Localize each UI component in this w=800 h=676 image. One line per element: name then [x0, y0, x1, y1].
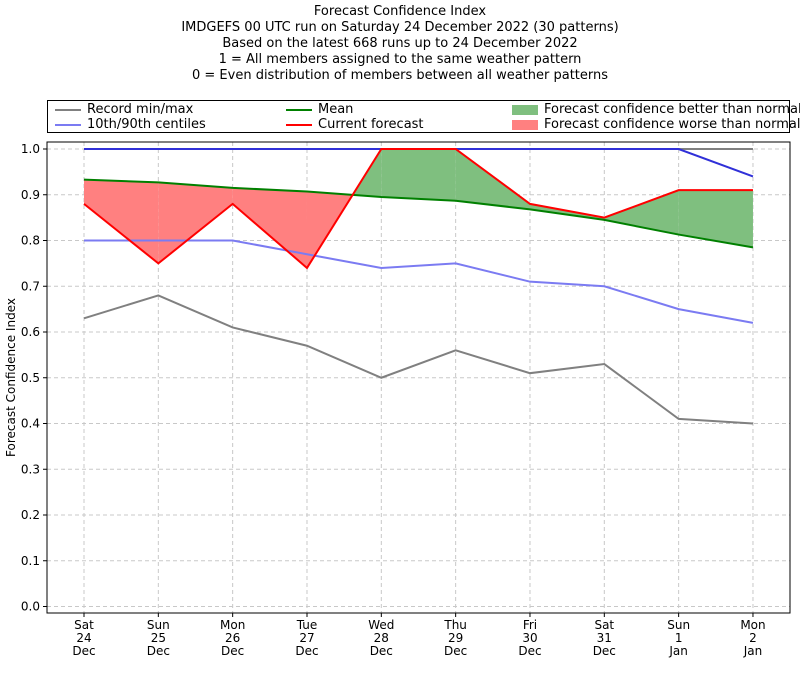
- legend-swatch-worse: [512, 120, 538, 130]
- y-tick-label: 1.0: [21, 142, 40, 156]
- chart-title-block: Forecast Confidence Index IMDGEFS 00 UTC…: [0, 4, 800, 84]
- x-tick-label: Dec: [370, 644, 393, 658]
- legend-label-centiles: 10th/90th centiles: [87, 117, 206, 132]
- y-tick-label: 0.9: [21, 188, 40, 202]
- legend-swatch-record: [55, 109, 81, 111]
- x-tick-label: Dec: [147, 644, 170, 658]
- x-tick-label: 29: [448, 631, 463, 645]
- x-tick-label: 25: [151, 631, 166, 645]
- x-tick-label: 1: [675, 631, 683, 645]
- x-tick-label: 28: [374, 631, 389, 645]
- chart-legend: Record min/max 10th/90th centiles Mean C…: [47, 100, 800, 133]
- chart-subtitle-run: IMDGEFS 00 UTC run on Saturday 24 Decemb…: [181, 20, 619, 35]
- fill-better-region: [381, 149, 456, 201]
- fill-worse-region: [158, 182, 233, 264]
- series-current-forecast-line: [83, 148, 753, 270]
- chart-title: Forecast Confidence Index: [313, 4, 487, 19]
- x-tick-label: Thu: [443, 618, 467, 632]
- fill-worse-region: [84, 179, 159, 264]
- x-tick-label: Sat: [74, 618, 94, 632]
- x-tick-label: 30: [522, 631, 537, 645]
- legend-label-record: Record min/max: [87, 102, 194, 117]
- x-tick-label: Jan: [743, 644, 763, 658]
- x-tick-label: Jan: [668, 644, 688, 658]
- fill-better-region: [455, 149, 530, 210]
- x-tick-label: Sun: [667, 618, 690, 632]
- legend-label-current: Current forecast: [318, 117, 424, 132]
- x-tick-label: 31: [597, 631, 612, 645]
- fill-worse-region: [232, 187, 307, 268]
- x-tick-label: Dec: [593, 644, 616, 658]
- y-tick-label: 0.1: [21, 554, 40, 568]
- x-tick-label: 27: [299, 631, 314, 645]
- x-tick-label: Fri: [523, 618, 537, 632]
- series-record-min-line: [83, 294, 754, 425]
- y-tick-label: 0.0: [21, 600, 40, 614]
- legend-label-better: Forecast confidence better than normal: [544, 102, 800, 117]
- x-tick-label: Tue: [296, 618, 318, 632]
- x-tick-label: Mon: [220, 618, 245, 632]
- x-tick-label: Dec: [221, 644, 244, 658]
- y-tick-label: 0.8: [21, 234, 40, 248]
- x-tick-label: Dec: [518, 644, 541, 658]
- y-axis-label: Forecast Confidence Index: [4, 298, 18, 457]
- x-tick-label: 24: [76, 631, 91, 645]
- x-tick-label: Dec: [72, 644, 95, 658]
- x-tick-label: Sun: [147, 618, 170, 632]
- x-tick-label: Dec: [444, 644, 467, 658]
- y-tick-label: 0.5: [21, 371, 40, 385]
- legend-swatch-centiles: [55, 124, 81, 126]
- y-tick-label: 0.4: [21, 417, 40, 431]
- legend-label-worse: Forecast confidence worse than normal: [544, 117, 800, 132]
- chart-subtitle-scale-max: 1 = All members assigned to the same wea…: [218, 52, 582, 67]
- legend-swatch-current: [286, 124, 312, 126]
- x-tick-label: Sat: [594, 618, 614, 632]
- legend-label-mean: Mean: [318, 102, 354, 117]
- x-tick-label: 26: [225, 631, 240, 645]
- x-tick-label: 2: [749, 631, 757, 645]
- x-tick-label: Wed: [368, 618, 394, 632]
- series-p10-line: [84, 239, 754, 324]
- legend-swatch-mean: [286, 109, 312, 111]
- x-tick-label: Mon: [740, 618, 765, 632]
- chart-subtitle-runs: Based on the latest 668 runs up to 24 De…: [222, 36, 578, 51]
- y-tick-label: 0.6: [21, 325, 40, 339]
- legend-swatch-better: [512, 105, 538, 115]
- series-mean-line: [83, 178, 754, 249]
- y-tick-label: 0.2: [21, 508, 40, 522]
- y-tick-label: 0.3: [21, 462, 40, 476]
- x-tick-label: Dec: [295, 644, 318, 658]
- chart-subtitle-scale-min: 0 = Even distribution of members between…: [191, 68, 609, 83]
- fill-better-region: [678, 190, 753, 248]
- y-tick-label: 0.7: [21, 279, 40, 293]
